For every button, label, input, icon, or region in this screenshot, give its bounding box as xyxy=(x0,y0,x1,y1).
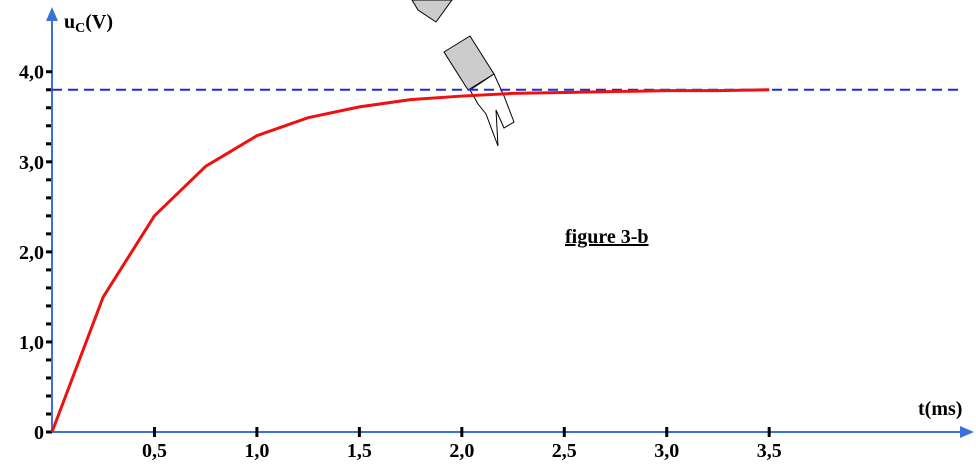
x-tick-label: 2,5 xyxy=(552,440,577,462)
y-tick-label: 3,0 xyxy=(19,152,44,174)
figure-caption: figure 3-b xyxy=(565,226,649,248)
y-tick-label: 1,0 xyxy=(19,332,44,354)
y-tick-label: 0 xyxy=(34,422,44,444)
x-tick-label: 3,0 xyxy=(654,440,679,462)
y-axis-arrow xyxy=(46,7,58,21)
probe-drawing xyxy=(411,0,515,147)
y-label-unit: (V) xyxy=(85,11,113,33)
x-tick-label: 0,5 xyxy=(142,440,167,462)
y-tick-label: 4,0 xyxy=(19,62,44,84)
x-tick-label: 2,0 xyxy=(449,440,474,462)
x-tick-label: 1,5 xyxy=(347,440,372,462)
y-tick-label: 2,0 xyxy=(19,242,44,264)
x-axis-label: t(ms) xyxy=(918,398,962,420)
y-label-subscript: C xyxy=(75,21,85,36)
x-axis-arrow xyxy=(960,426,974,438)
y-label-symbol: u xyxy=(64,11,75,33)
y-axis-label: uC(V) xyxy=(64,11,113,36)
curve xyxy=(50,88,770,433)
x-tick-label: 1,0 xyxy=(244,440,269,462)
x-tick-label: 3,5 xyxy=(757,440,782,462)
